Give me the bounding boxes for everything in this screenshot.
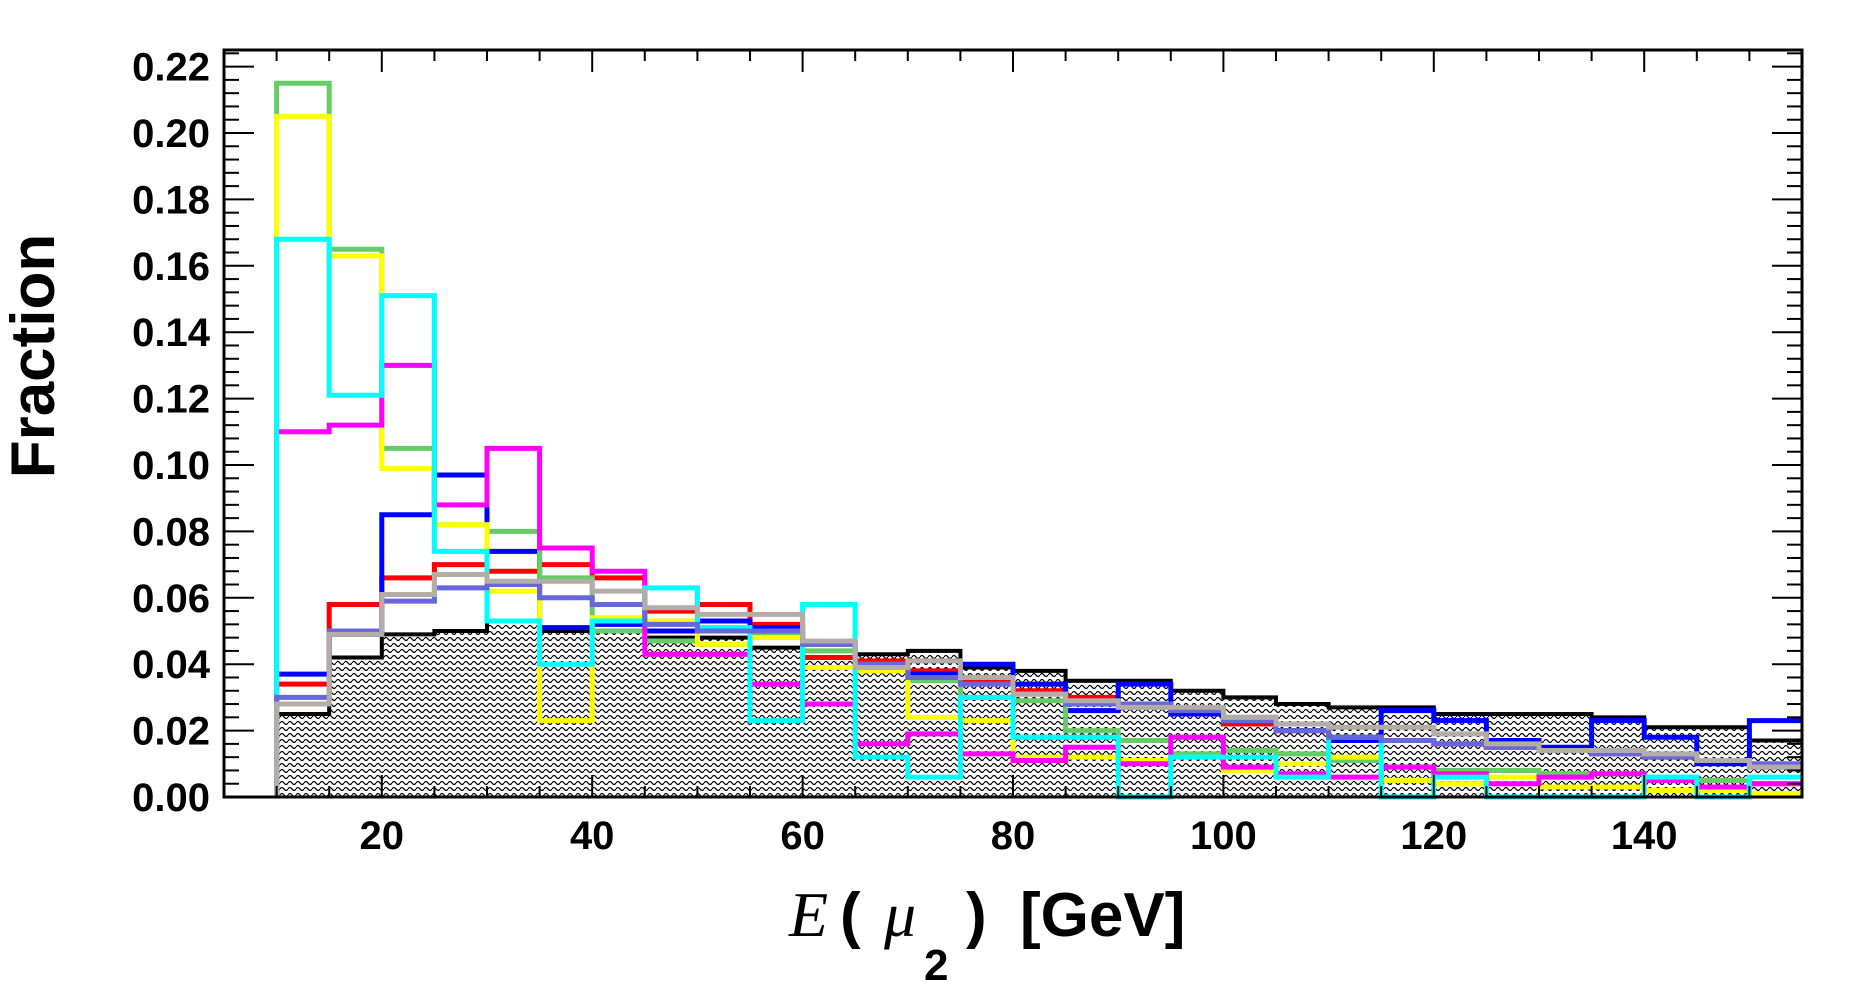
plot-frame xyxy=(222,48,1804,799)
x-axis-title-subscript: 2 xyxy=(924,941,948,990)
x-axis-title-close: ) xyxy=(966,881,987,950)
y-tick-label: 0.08 xyxy=(132,510,210,554)
y-tick-label: 0.02 xyxy=(132,710,210,754)
x-axis-title-open: ( xyxy=(840,881,861,950)
background-bin xyxy=(697,637,750,797)
background-bin xyxy=(434,631,487,797)
x-axis-title-particle: μ xyxy=(883,879,916,950)
background-bin xyxy=(1328,707,1382,797)
series-line-5 xyxy=(274,362,1802,797)
y-tick-label: 0.12 xyxy=(132,378,210,422)
y-tick-label: 0.04 xyxy=(132,643,211,687)
x-tick-label: 40 xyxy=(570,814,615,858)
background-bin xyxy=(1276,704,1329,797)
background-bin xyxy=(381,634,435,797)
background-bin xyxy=(592,631,645,797)
x-tick-label: 120 xyxy=(1400,814,1467,858)
background-bin xyxy=(1591,717,1645,797)
x-tick-label: 140 xyxy=(1611,814,1678,858)
background-bin xyxy=(329,657,382,797)
background-bin xyxy=(1381,707,1434,797)
background-bin xyxy=(1223,697,1276,797)
x-axis-title-unit: [GeV] xyxy=(1020,881,1185,950)
y-tick-label: 0.10 xyxy=(132,444,210,488)
x-axis-title: E ( μ 2 ) [GeV] xyxy=(788,879,1185,990)
background-bin xyxy=(644,637,698,797)
x-tick-label: 60 xyxy=(780,814,825,858)
background-bin xyxy=(487,621,540,797)
background-bin xyxy=(960,667,1013,797)
series-line-8 xyxy=(274,572,1802,797)
background-histogram xyxy=(274,619,1802,797)
x-tick-label: 80 xyxy=(991,814,1036,858)
y-axis-title: Fraction xyxy=(0,234,68,479)
background-bin xyxy=(276,714,330,797)
y-tick-label: 0.06 xyxy=(132,577,210,621)
x-axis-title-var: E xyxy=(788,879,828,950)
y-tick-label: 0.14 xyxy=(132,311,211,355)
y-tick-label: 0.16 xyxy=(132,245,210,289)
background-outline xyxy=(274,619,1802,797)
background-bin xyxy=(539,631,593,797)
y-tick-label: 0.22 xyxy=(132,46,210,90)
y-tick-label: 0.18 xyxy=(132,178,210,222)
background-bin xyxy=(855,654,908,797)
background-bin xyxy=(802,650,856,797)
axis-layer: 20 40 60 80 100 120 140 0.00 0.02 0.04 0.06 0.08 0.1… xyxy=(132,46,1803,858)
x-tick-label: 20 xyxy=(360,814,405,858)
x-tick-label: 100 xyxy=(1190,814,1257,858)
y-tick-label: 0.20 xyxy=(132,112,210,156)
histogram-layer xyxy=(274,80,1802,800)
y-tick-label: 0.00 xyxy=(132,776,210,820)
background-bin xyxy=(1539,714,1592,797)
